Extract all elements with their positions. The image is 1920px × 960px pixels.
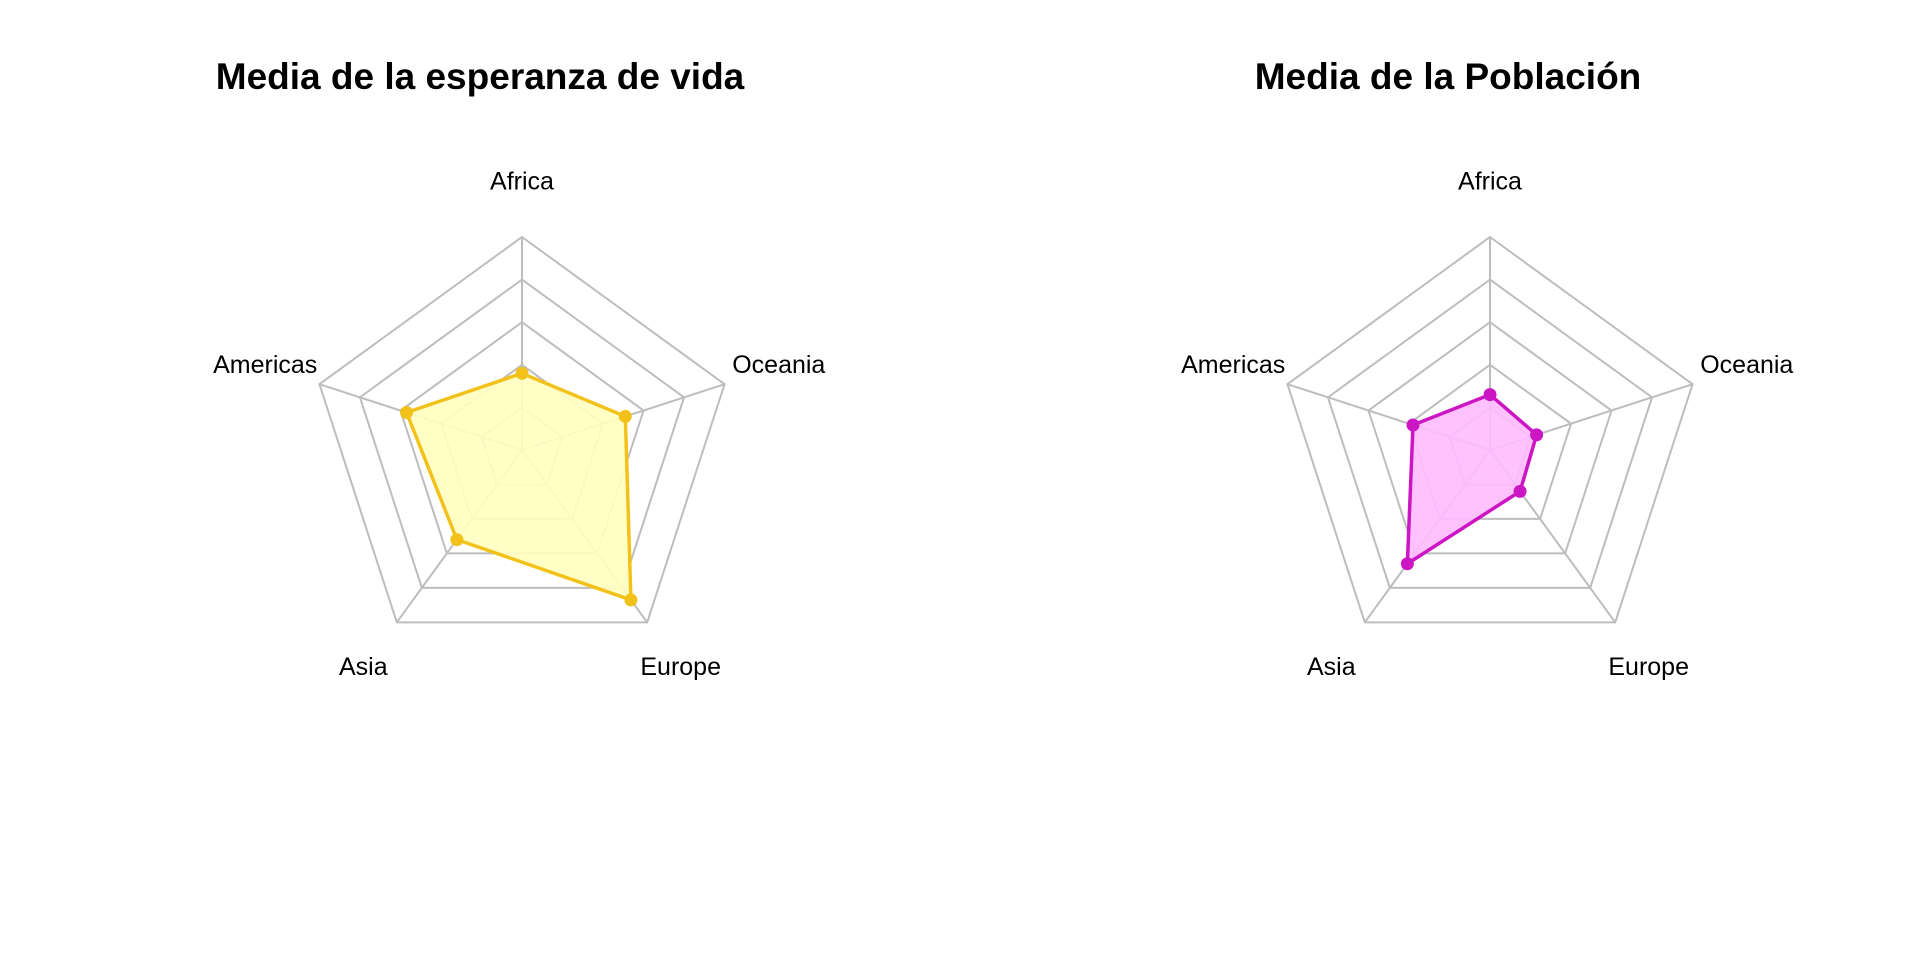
series-area [404,371,633,602]
data-point-europe [1513,484,1527,498]
data-point-oceania [618,409,632,423]
axis-label-africa: Africa [490,168,554,196]
series-area [1405,392,1539,566]
chart-panel-life-expectancy: Media de la esperanza de vida Africa Ocea… [213,56,825,681]
axis-label-asia: Asia [339,653,388,681]
axis-label-africa: Africa [1458,168,1522,196]
data-point-africa [515,366,529,380]
data-point-asia [450,533,464,547]
data-point-africa [1483,388,1497,402]
axis-label-oceania: Oceania [732,351,825,379]
data-point-americas [1406,418,1420,432]
chart-title: Media de la Población [1254,56,1642,97]
radar-chart: Africa Oceania Europe Asia Americas [213,168,825,681]
axis-label-oceania: Oceania [1700,351,1793,379]
grid-ring [318,235,726,624]
chart-title: Media de la esperanza de vida [215,56,745,97]
axis-label-americas: Americas [1181,351,1285,379]
grid-ring [358,278,686,589]
grid-ring [1326,278,1654,589]
axis-label-europe: Europe [640,653,721,681]
axis-label-europe: Europe [1608,653,1689,681]
axis-label-americas: Americas [213,351,317,379]
axis-label-asia: Asia [1307,653,1356,681]
radar-chart: Africa Oceania Europe Asia Americas [1181,168,1793,681]
data-point-americas [400,405,414,419]
data-point-asia [1400,557,1414,571]
data-point-europe [624,593,638,607]
grid-ring [1407,363,1573,520]
chart-panel-population: Media de la Población Africa Oceania Europ… [968,0,1920,960]
grid-ring [1286,235,1694,624]
grid-ring [1367,320,1613,555]
data-point-oceania [1530,428,1544,442]
